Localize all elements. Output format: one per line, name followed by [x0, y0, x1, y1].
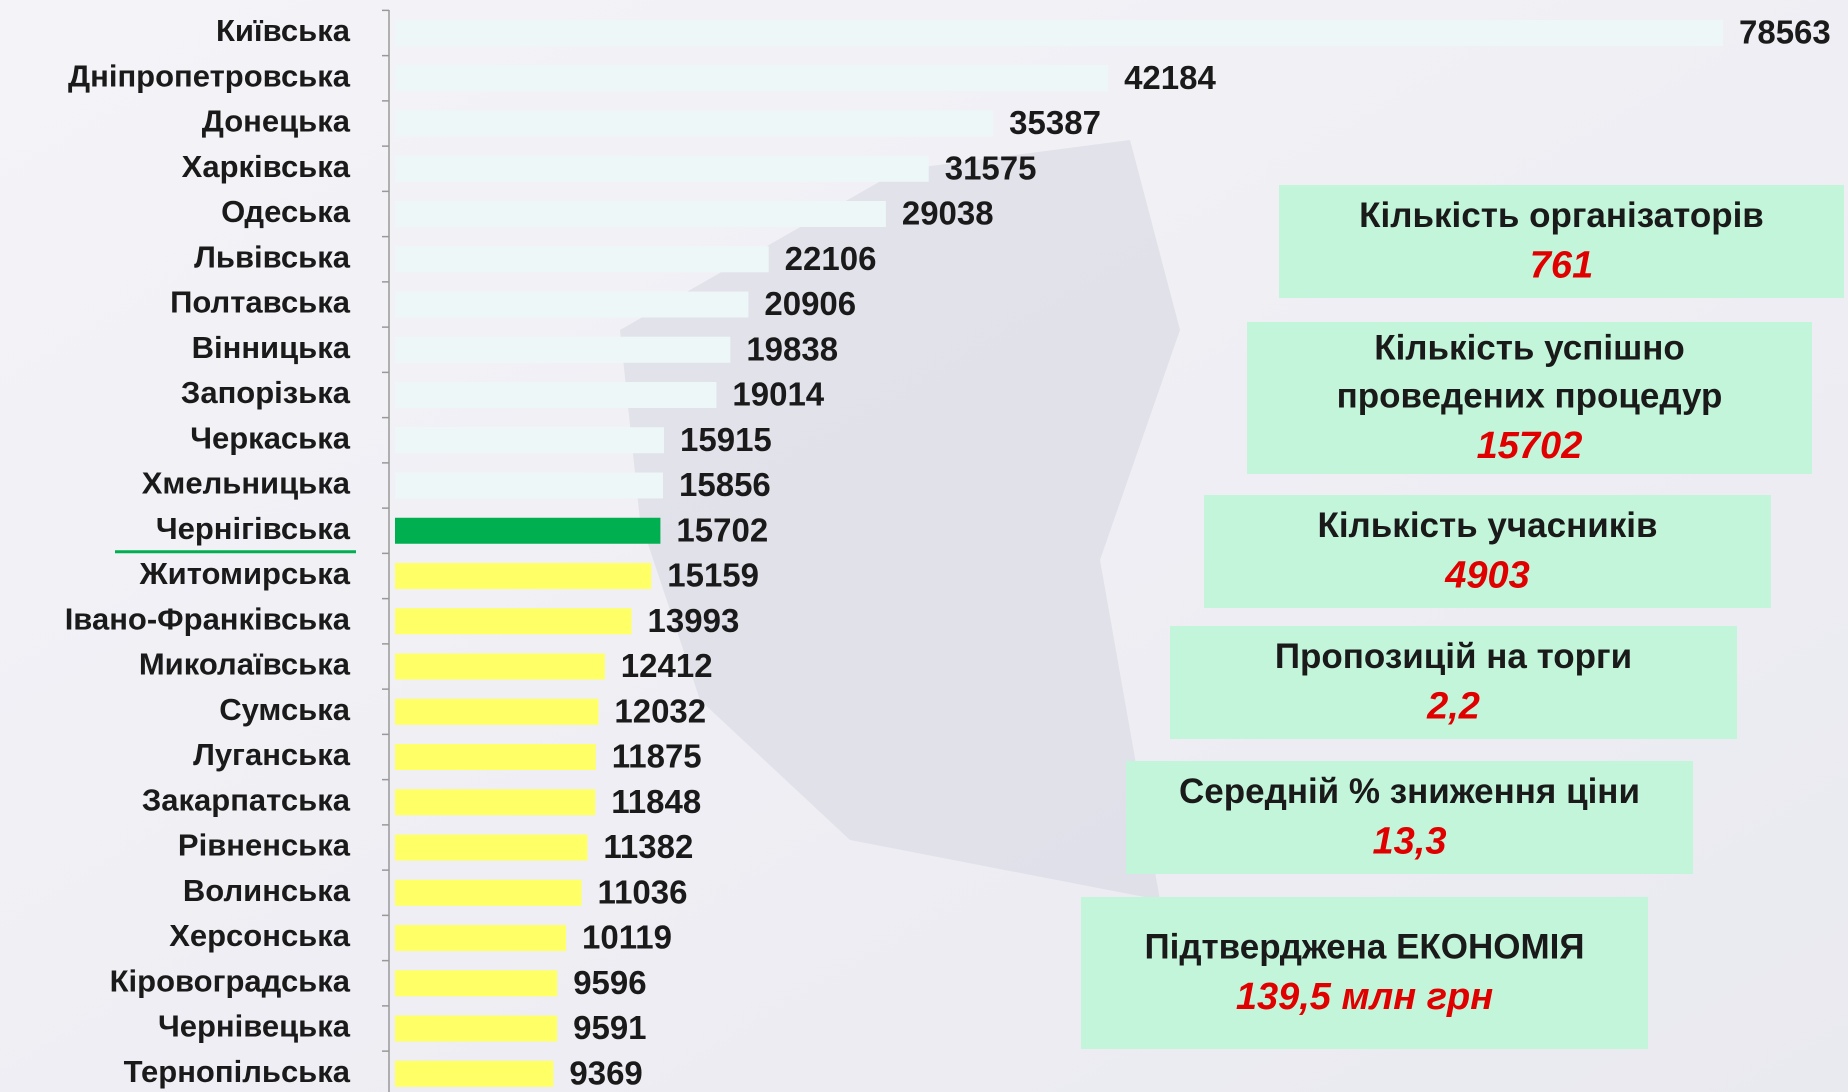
bar: [395, 201, 886, 227]
category-label: Черкаська: [190, 420, 351, 455]
bar: [395, 1015, 558, 1042]
bar: [395, 789, 596, 816]
info-label: Підтверджена ЕКОНОМІЯ: [1144, 927, 1584, 966]
category-label: Львівська: [194, 239, 351, 274]
bar: [395, 834, 588, 861]
value-label: 11382: [603, 828, 693, 865]
info-box: Кількість учасників 4903: [1204, 495, 1771, 608]
bar: [395, 608, 632, 635]
category-label: Харківська: [182, 149, 351, 184]
value-label: 12032: [614, 692, 706, 729]
category-label: Чернівецька: [158, 1009, 351, 1044]
category-label: Запорізька: [181, 375, 351, 410]
value-label: 15159: [667, 557, 759, 594]
info-box-bg: [1204, 495, 1771, 608]
value-label: 13993: [648, 602, 740, 639]
value-label: 11875: [612, 738, 702, 775]
value-label: 19014: [732, 376, 824, 413]
bar: [395, 517, 661, 544]
category-label: Полтавська: [170, 285, 351, 320]
category-label: Дніпропетровська: [68, 58, 351, 93]
category-label: Київська: [216, 13, 351, 48]
value-label: 15702: [676, 511, 768, 548]
value-label: 12412: [621, 647, 713, 684]
info-box-bg: [1279, 185, 1844, 298]
value-label: 9591: [573, 1009, 646, 1046]
bar: [395, 970, 558, 997]
info-box: Кількість організаторів 761: [1279, 185, 1844, 298]
info-box: Кількість успішно проведених процедур 1570…: [1247, 322, 1812, 474]
value-label: 15856: [679, 466, 771, 503]
info-label: Середній % зниження ціни: [1179, 772, 1640, 811]
bar: [395, 291, 749, 318]
value-label: 42184: [1124, 59, 1216, 96]
bar: [395, 698, 599, 725]
bar: [395, 472, 664, 499]
category-label: Рівненська: [178, 828, 351, 863]
category-label: Волинська: [183, 873, 351, 908]
bar: [395, 1060, 554, 1087]
info-value: 4903: [1444, 555, 1530, 597]
bar: [395, 110, 994, 137]
value-label: 9596: [573, 964, 646, 1001]
info-box-bg: [1247, 322, 1812, 474]
category-label: Вінницька: [192, 330, 351, 365]
info-value: 13,3: [1373, 821, 1447, 863]
value-label: 19838: [746, 330, 838, 367]
bar: [395, 744, 596, 770]
category-label: Сумська: [219, 692, 351, 727]
info-label: Кількість учасників: [1317, 506, 1657, 545]
map-shape: [620, 140, 1180, 900]
info-box-bg: [1126, 761, 1693, 874]
category-label: Херсонська: [169, 918, 351, 953]
bar: [395, 427, 665, 454]
bar: [395, 336, 731, 363]
value-label: 11036: [598, 873, 688, 910]
category-label: Закарпатська: [142, 782, 351, 817]
bar: [395, 653, 605, 680]
info-value: 15702: [1477, 425, 1583, 467]
info-value: 2,2: [1426, 686, 1480, 728]
bar: [395, 879, 582, 906]
category-label: Одеська: [221, 194, 351, 229]
category-label: Чернігівська: [156, 511, 351, 546]
bar: [395, 563, 652, 589]
category-label: Луганська: [193, 737, 351, 772]
category-label: Хмельницька: [142, 466, 351, 501]
category-label: Тернопільська: [124, 1054, 351, 1089]
value-label: 20906: [764, 285, 856, 322]
info-label: Кількість організаторів: [1359, 196, 1764, 235]
bar: [395, 925, 567, 951]
category-label: Донецька: [202, 104, 351, 139]
info-box: Підтверджена ЕКОНОМІЯ 139,5 млн грн: [1081, 897, 1648, 1049]
info-box: Середній % зниження ціни 13,3: [1126, 761, 1693, 874]
bar: [395, 246, 769, 273]
value-label: 22106: [785, 240, 877, 277]
info-value: 139,5 млн грн: [1236, 976, 1493, 1018]
info-box-bg: [1170, 626, 1737, 739]
category-label: Івано-Франківська: [65, 601, 351, 636]
category-label: Миколаївська: [139, 647, 351, 682]
info-label: проведених процедур: [1337, 376, 1723, 415]
category-label: Житомирська: [139, 556, 351, 591]
value-label: 78563: [1739, 14, 1831, 51]
value-label: 15915: [680, 421, 772, 458]
bar: [395, 65, 1109, 92]
info-label: Кількість успішно: [1374, 328, 1685, 367]
category-label: Кіровоградська: [110, 963, 351, 998]
bar: [395, 20, 1723, 46]
info-box: Пропозицій на торги 2,2: [1170, 626, 1737, 739]
value-label: 10119: [582, 919, 672, 956]
info-value: 761: [1530, 245, 1593, 287]
info-label: Пропозицій на торги: [1275, 637, 1632, 676]
value-label: 31575: [945, 149, 1037, 186]
value-label: 29038: [902, 195, 994, 232]
bar: [395, 382, 717, 408]
value-label: 35387: [1009, 104, 1101, 141]
value-label: 9369: [569, 1054, 642, 1091]
value-label: 11848: [611, 783, 701, 820]
bar: [395, 155, 929, 182]
info-box-bg: [1081, 897, 1648, 1049]
